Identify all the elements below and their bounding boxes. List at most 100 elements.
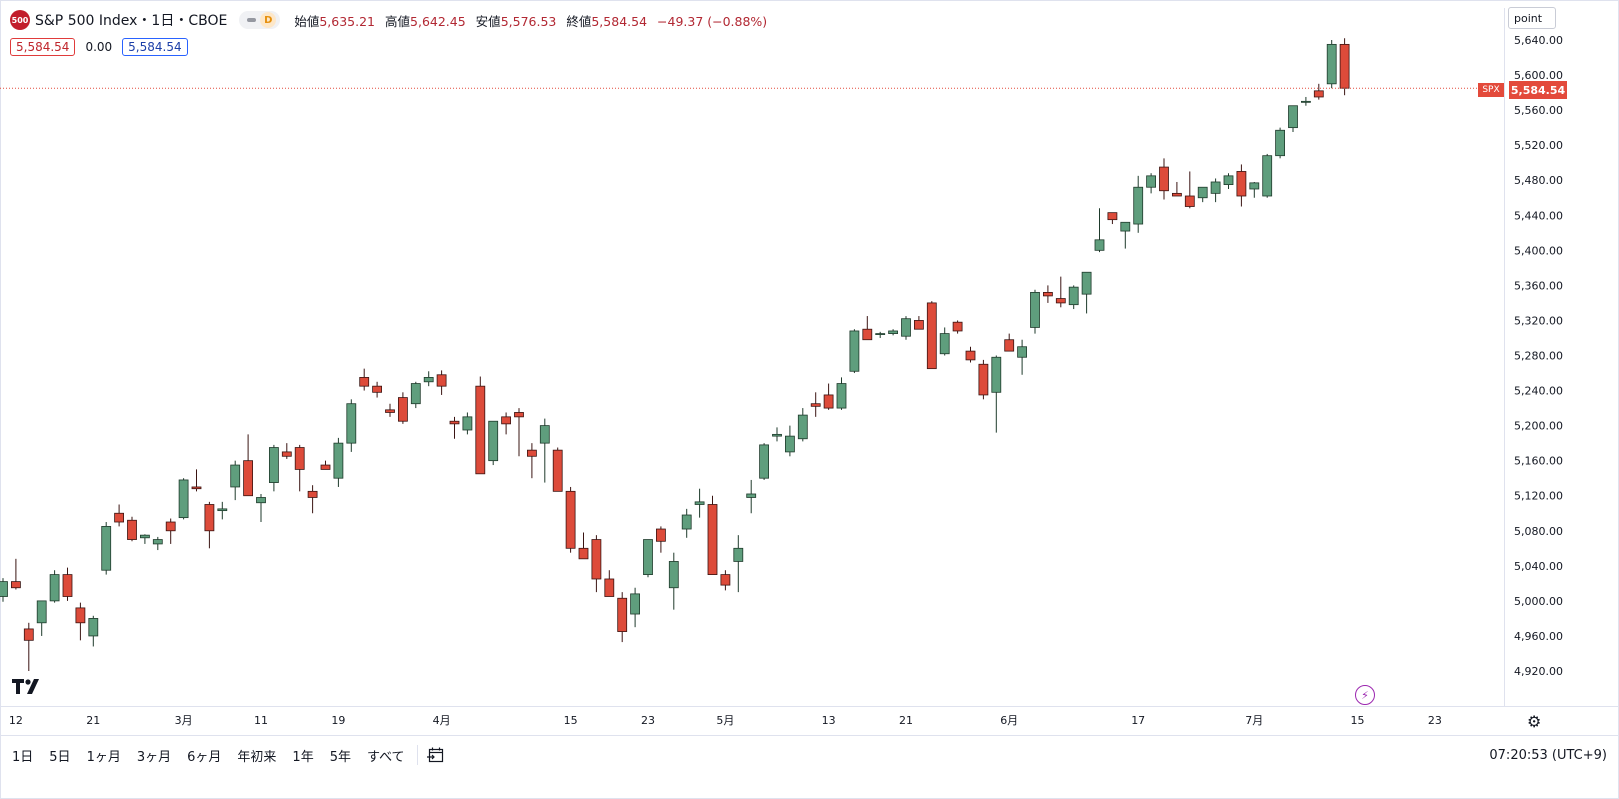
candle-body: [320, 464, 331, 470]
candle: [1004, 333, 1015, 352]
candle: [346, 399, 357, 452]
candle: [372, 381, 383, 398]
candle: [617, 592, 628, 643]
candle: [423, 371, 434, 387]
candle-body: [410, 383, 421, 405]
candle: [991, 355, 1002, 433]
candle: [1275, 127, 1285, 159]
ohlc-values: 始値5,635.21 高値5,642.45 安値5,576.53 終値5,584…: [294, 11, 773, 30]
candle-body: [656, 528, 666, 542]
unit-selector[interactable]: point: [1508, 7, 1556, 29]
candle: [385, 403, 395, 417]
spread-value: 0.00: [85, 40, 113, 54]
candle-body: [436, 374, 447, 387]
candle-body: [1301, 100, 1311, 103]
candle-body: [1120, 221, 1131, 232]
candle-body: [114, 512, 124, 523]
clock-display[interactable]: 07:20:53 (UTC+9): [1489, 747, 1607, 763]
range-3m-button[interactable]: 3ヶ月: [136, 749, 172, 765]
candle-body: [475, 385, 486, 475]
candle-body: [1326, 43, 1337, 85]
candle: [1133, 175, 1144, 233]
candle: [875, 331, 886, 338]
candle-body: [75, 607, 86, 624]
high-value: 5,642.45: [410, 13, 466, 29]
candle-body: [294, 447, 305, 470]
candle-body: [875, 333, 886, 335]
candle-body: [1159, 166, 1169, 192]
candle: [681, 508, 692, 538]
candle: [191, 469, 202, 492]
candle: [914, 316, 924, 330]
candle: [165, 518, 176, 544]
candle: [501, 412, 512, 435]
range-1d-button[interactable]: 1日: [12, 749, 34, 765]
candle-body: [681, 514, 692, 530]
symbol-title[interactable]: S&P 500 Index・1日・CBOE: [35, 13, 228, 29]
range-5y-button[interactable]: 5年: [329, 749, 351, 765]
candle-body: [217, 508, 228, 512]
candle: [1313, 83, 1324, 100]
candle: [101, 522, 112, 575]
range-1m-button[interactable]: 1ヶ月: [86, 749, 121, 765]
buy-price-box[interactable]: 5,584.54: [122, 38, 188, 56]
candle: [759, 443, 769, 480]
interval-badge: D: [260, 12, 277, 28]
candle-body: [1107, 212, 1118, 221]
y-tick-label: 5,080.00: [1514, 525, 1563, 538]
candle-body: [1017, 346, 1027, 358]
candle: [720, 570, 731, 591]
candle-body: [1030, 291, 1040, 328]
range-5d-button[interactable]: 5日: [49, 749, 71, 765]
candle-body: [952, 321, 963, 332]
y-tick-label: 5,040.00: [1514, 560, 1563, 573]
sell-price-box[interactable]: 5,584.54: [10, 38, 76, 56]
candle: [1081, 271, 1092, 314]
candle: [88, 615, 99, 647]
candle: [797, 408, 808, 442]
candle: [888, 329, 898, 336]
candle: [359, 368, 370, 391]
range-all-button[interactable]: すべて: [366, 749, 405, 765]
range-ytd-button[interactable]: 年初来: [237, 749, 277, 765]
candle: [410, 381, 421, 409]
candle: [1223, 173, 1234, 189]
candle: [1146, 173, 1156, 194]
candle: [320, 460, 331, 470]
y-tick-label: 4,960.00: [1514, 630, 1563, 643]
candle: [294, 444, 305, 492]
candle-body: [527, 449, 537, 457]
candle-body: [888, 330, 898, 334]
candle-body: [1133, 186, 1144, 225]
open-label: 始値: [294, 13, 320, 29]
candle-body: [694, 501, 705, 505]
candle: [1249, 181, 1260, 198]
candle-body: [1249, 182, 1260, 190]
candle: [1339, 38, 1350, 96]
candle: [127, 516, 137, 542]
candle: [49, 570, 60, 603]
range-6m-button[interactable]: 6ヶ月: [187, 749, 222, 765]
candle: [256, 493, 266, 523]
candle: [243, 434, 254, 497]
interval-status-pill[interactable]: D: [239, 11, 281, 29]
gear-icon[interactable]: ⚙: [1527, 712, 1542, 731]
candle-body: [501, 416, 512, 425]
candle-body: [759, 444, 769, 479]
candlestick-chart[interactable]: 4,920.00 4,960.00 5,000.00 5,040.00 5,080.00…: [0, 0, 1619, 736]
candle-body: [1275, 129, 1285, 157]
candle: [230, 460, 241, 501]
tradingview-logo-icon[interactable]: [12, 678, 44, 694]
candle-body: [630, 593, 640, 615]
candle: [1107, 212, 1118, 225]
y-tick-label: 5,360.00: [1514, 279, 1563, 292]
candle-body: [62, 574, 73, 597]
candle: [668, 552, 679, 610]
lightning-icon[interactable]: ⚡: [1355, 685, 1375, 705]
low-value: 5,576.53: [500, 13, 557, 29]
candle: [152, 536, 163, 551]
y-tick-label: 5,160.00: [1514, 455, 1563, 468]
range-1y-button[interactable]: 1年: [292, 749, 314, 765]
sp500-logo[interactable]: 500: [10, 10, 30, 30]
calendar-goto-icon[interactable]: [426, 747, 444, 763]
